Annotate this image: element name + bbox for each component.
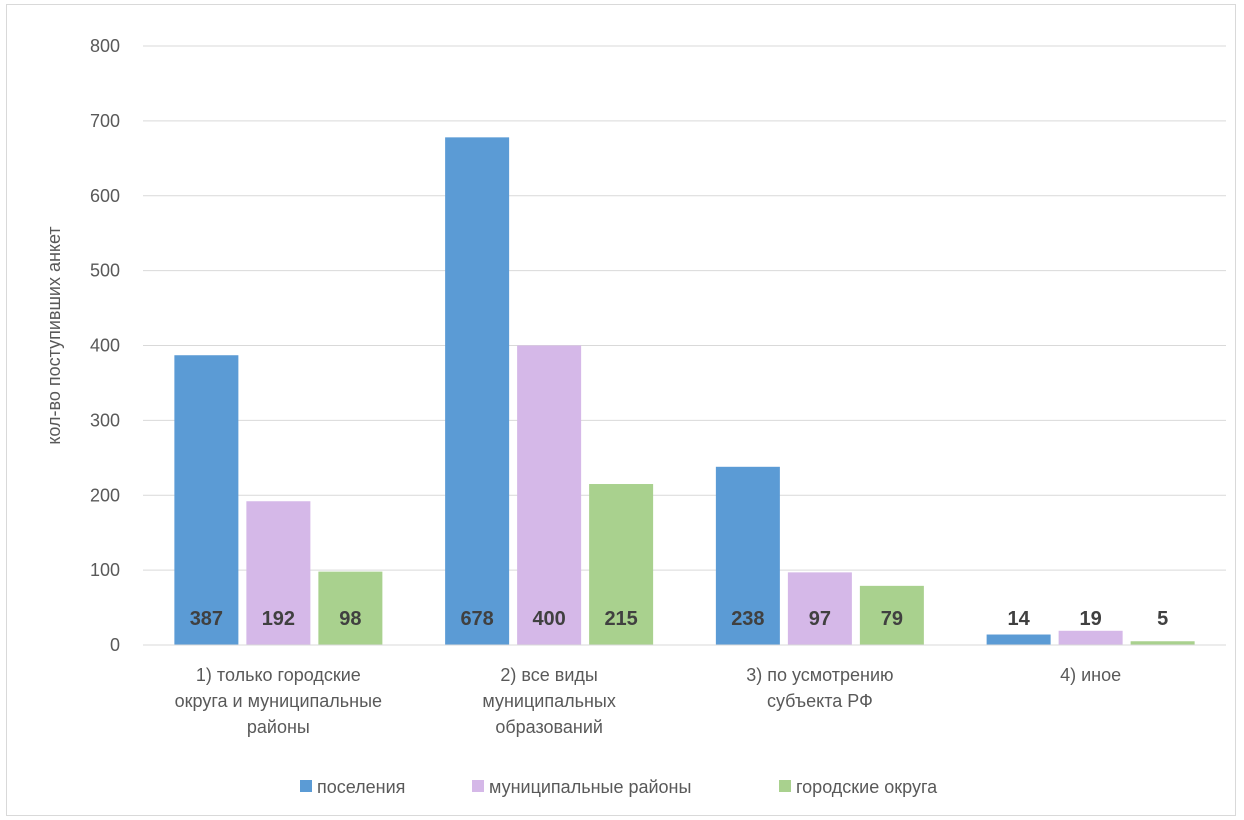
y-tick-label: 100	[90, 560, 120, 580]
bar	[1130, 641, 1195, 645]
legend-swatch	[300, 780, 312, 792]
legend-label: муниципальные районы	[489, 777, 691, 797]
category-label-line: 3) по усмотрению	[746, 665, 893, 685]
y-tick-label: 400	[90, 336, 120, 356]
bar	[589, 484, 654, 645]
category-label-line: субъекта РФ	[767, 691, 873, 711]
data-label: 192	[262, 608, 295, 630]
legend-label: городские округа	[796, 777, 938, 797]
y-axis-label: кол-во поступивших анкет	[44, 226, 64, 444]
bar	[318, 571, 383, 645]
category-label-line: 2) все виды	[500, 665, 597, 685]
data-label: 98	[339, 608, 361, 630]
legend-swatch	[472, 780, 484, 792]
category-label-line: 1) только городские	[196, 665, 361, 685]
bar	[787, 572, 852, 645]
y-tick-label: 700	[90, 111, 120, 131]
category-label: 1) только городские округа и муниципальны…	[175, 665, 382, 737]
y-axis-ticks: 0 100 200 300 400 500 600 700 800	[90, 36, 120, 655]
bars	[174, 137, 1195, 645]
category-label: 2) все виды муниципальных образований	[482, 665, 615, 737]
bar	[246, 501, 311, 645]
y-tick-label: 0	[110, 635, 120, 655]
y-tick-label: 600	[90, 186, 120, 206]
data-labels: 387 192 98 678 400 215 238 97 79 14 19 5	[190, 608, 1169, 630]
data-label: 14	[1008, 608, 1031, 630]
data-label: 97	[809, 608, 831, 630]
category-label-line: округа и муниципальные	[175, 691, 382, 711]
bar	[174, 355, 239, 645]
data-label: 79	[881, 608, 903, 630]
bar	[517, 345, 582, 645]
category-label-line: 4) иное	[1060, 665, 1121, 685]
category-label: 4) иное	[1060, 665, 1121, 685]
data-label: 400	[532, 608, 565, 630]
y-tick-label: 800	[90, 36, 120, 56]
y-tick-label: 500	[90, 261, 120, 281]
bar	[1058, 630, 1123, 645]
bar	[986, 634, 1051, 645]
data-label: 19	[1080, 608, 1102, 630]
data-label: 387	[190, 608, 223, 630]
category-labels: 1) только городские округа и муниципальны…	[175, 665, 1121, 737]
y-tick-label: 200	[90, 485, 120, 505]
category-label-line: районы	[247, 717, 310, 737]
category-label-line: образований	[495, 717, 603, 737]
bar	[445, 137, 510, 645]
data-label: 215	[604, 608, 637, 630]
data-label: 5	[1157, 608, 1168, 630]
category-label: 3) по усмотрению субъекта РФ	[746, 665, 893, 711]
bar	[859, 585, 924, 645]
gridlines	[143, 45, 1226, 571]
data-label: 238	[731, 608, 764, 630]
legend-swatch	[779, 780, 791, 792]
y-tick-label: 300	[90, 410, 120, 430]
legend-label: поселения	[317, 777, 405, 797]
legend: поселения муниципальные районы городские о…	[300, 777, 938, 797]
data-label: 678	[460, 608, 493, 630]
bar	[715, 466, 780, 645]
category-label-line: муниципальных	[482, 691, 615, 711]
